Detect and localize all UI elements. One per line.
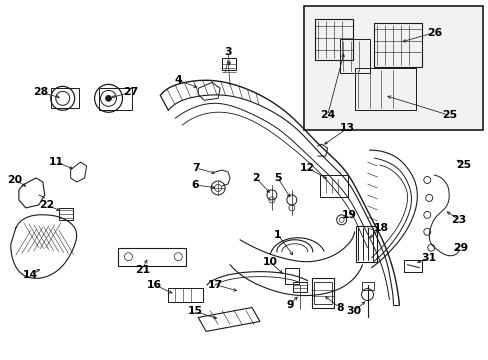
Text: 21: 21 <box>135 265 150 275</box>
Text: 24: 24 <box>320 110 335 120</box>
Bar <box>355 226 377 262</box>
Text: 20: 20 <box>7 175 22 185</box>
Bar <box>319 175 347 197</box>
Text: 18: 18 <box>373 223 388 233</box>
Bar <box>313 282 331 303</box>
Text: 27: 27 <box>122 87 138 97</box>
Text: 25: 25 <box>441 110 456 120</box>
Text: 17: 17 <box>207 280 222 289</box>
Text: 29: 29 <box>453 243 468 253</box>
Text: 26: 26 <box>426 28 441 37</box>
Bar <box>51 88 79 108</box>
Text: 30: 30 <box>346 306 361 316</box>
Text: 8: 8 <box>335 302 343 312</box>
Bar <box>222 58 236 71</box>
Text: 14: 14 <box>23 270 39 280</box>
Bar <box>285 268 298 284</box>
Bar <box>99 88 132 110</box>
Bar <box>339 39 369 73</box>
Circle shape <box>105 95 111 101</box>
Text: 19: 19 <box>342 210 356 220</box>
Text: 23: 23 <box>450 215 466 225</box>
Bar <box>361 282 373 289</box>
Bar <box>314 19 352 60</box>
Text: 9: 9 <box>285 300 293 310</box>
Text: 5: 5 <box>274 173 281 183</box>
Text: 4: 4 <box>174 75 182 85</box>
Text: 13: 13 <box>339 123 354 133</box>
Text: 25: 25 <box>456 160 471 170</box>
Bar <box>118 248 186 266</box>
Bar <box>311 278 333 307</box>
Bar <box>303 6 482 130</box>
Bar <box>59 208 73 220</box>
Bar <box>354 68 415 110</box>
Text: 22: 22 <box>39 200 54 210</box>
Text: 15: 15 <box>187 306 203 316</box>
Bar <box>292 282 306 292</box>
Text: 2: 2 <box>252 173 259 183</box>
Bar <box>168 288 203 302</box>
Text: 3: 3 <box>224 48 231 58</box>
Text: 11: 11 <box>49 157 64 167</box>
Text: 1: 1 <box>274 230 281 240</box>
Text: 12: 12 <box>300 163 315 173</box>
Text: 6: 6 <box>191 180 199 190</box>
Text: 16: 16 <box>146 280 162 289</box>
Text: 28: 28 <box>33 87 48 97</box>
Bar <box>404 260 422 272</box>
Text: 7: 7 <box>192 163 200 173</box>
Text: 10: 10 <box>262 257 277 267</box>
Bar <box>374 23 422 67</box>
Text: 31: 31 <box>421 253 436 263</box>
